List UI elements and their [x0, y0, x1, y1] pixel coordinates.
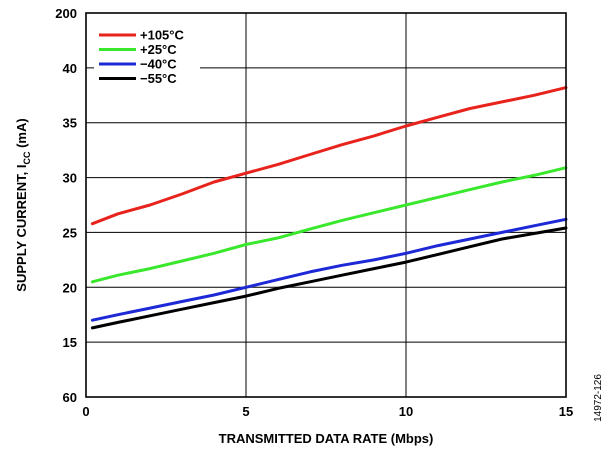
legend-label-3: −40°C: [140, 57, 177, 72]
y-tick-labels: 200 40 35 30 25 20 15 60: [55, 6, 77, 405]
x-tick-label: 0: [82, 404, 89, 419]
y-tick-label: 30: [63, 171, 77, 186]
x-tick-label: 5: [242, 404, 249, 419]
plot-frame: [85, 12, 567, 398]
y-tick-label: 25: [63, 225, 77, 240]
y-tick-label: 60: [63, 390, 77, 405]
series-line-1: [90, 86, 568, 226]
x-axis-title: TRANSMITTED DATA RATE (Mbps): [219, 431, 434, 446]
y-tick-label: 40: [63, 61, 77, 76]
y-axis-title-main: SUPPLY CURRENT, I: [14, 165, 29, 292]
legend-label-2: +25°C: [140, 42, 177, 57]
x-tick-labels: 0 5 10 15: [82, 404, 573, 419]
x-tick-label: 15: [559, 404, 573, 419]
legend-label-1: +105°C: [140, 28, 184, 43]
figure-id: 14972-126: [593, 374, 604, 422]
series-line-3: [90, 217, 568, 322]
series-line-4: [90, 226, 568, 330]
y-axis-title-subscript: CC: [22, 151, 32, 164]
series-line-2: [90, 166, 568, 284]
data-series: [90, 86, 568, 330]
legend: +105°C+25°C−40°C−55°C: [94, 27, 200, 87]
legend-label-4: −55°C: [140, 71, 177, 86]
y-tick-label: 200: [55, 6, 77, 21]
y-tick-label: 20: [63, 280, 77, 295]
y-tick-label: 15: [63, 335, 77, 350]
y-tick-label: 35: [63, 116, 77, 131]
y-axis-title: SUPPLY CURRENT, ICC (mA): [14, 118, 32, 291]
x-tick-label: 10: [399, 404, 413, 419]
y-axis-title-unit: (mA): [14, 118, 29, 151]
